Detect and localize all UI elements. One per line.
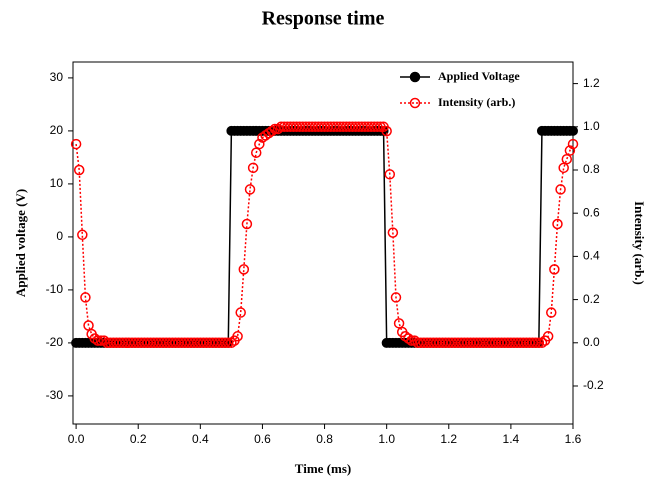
x-tick-label: 0.0 <box>68 432 85 446</box>
data-point <box>536 337 548 349</box>
data-point <box>558 162 569 174</box>
data-point <box>384 169 396 180</box>
x-tick-label: 1.2 <box>440 432 457 446</box>
data-point <box>244 184 256 195</box>
data-point <box>219 337 231 349</box>
data-point <box>561 153 573 165</box>
data-point <box>403 333 414 344</box>
data-point <box>254 138 265 150</box>
y-tick-label: -10 <box>46 282 64 296</box>
legend-label: Intensity (arb.) <box>438 95 515 109</box>
chart-title: Response time <box>262 8 385 30</box>
x-tick-label: 1.0 <box>378 432 395 446</box>
data-point <box>247 162 259 174</box>
data-point <box>567 138 579 150</box>
data-point <box>406 335 417 346</box>
y2-tick-label: 1.2 <box>583 76 600 90</box>
data-point <box>80 292 91 303</box>
series-line <box>76 130 573 344</box>
y-axis-label: Applied voltage (V) <box>13 189 28 297</box>
legend-label: Applied Voltage <box>438 69 520 83</box>
data-point <box>266 125 278 137</box>
y-tick-label: 20 <box>50 123 64 137</box>
data-point <box>73 164 85 176</box>
y2-tick-label: 0.8 <box>583 162 600 176</box>
data-point <box>269 123 281 135</box>
y2-tick-label: 1.0 <box>583 119 600 133</box>
data-point <box>238 264 250 275</box>
data-point <box>272 123 284 135</box>
data-point <box>564 145 576 156</box>
y2-tick-label: 0.6 <box>583 205 600 219</box>
y2-tick-label: 0.2 <box>583 292 600 306</box>
y-tick-label: -30 <box>46 388 64 402</box>
y-tick-label: 10 <box>50 176 64 190</box>
y2-tick-label: 0.0 <box>583 335 600 349</box>
y2-tick-label: 0.4 <box>583 249 600 263</box>
y-tick-label: -20 <box>46 335 64 349</box>
plot-frame <box>72 61 574 425</box>
data-point <box>232 331 243 342</box>
x-tick-label: 1.6 <box>565 432 582 446</box>
data-point <box>95 335 107 346</box>
y2-axis-label: Intensity (arb.) <box>632 201 647 285</box>
series-line <box>75 126 574 344</box>
data-point <box>77 229 88 241</box>
data-point <box>235 307 246 318</box>
data-point <box>549 264 560 275</box>
y-tick-label: 0 <box>56 229 63 243</box>
data-point <box>372 121 383 133</box>
x-axis-label: Time (ms) <box>295 461 351 476</box>
x-tick-label: 0.8 <box>316 432 333 446</box>
data-point <box>226 337 237 349</box>
data-point <box>98 335 110 346</box>
data-point <box>387 227 399 238</box>
data-point <box>555 184 566 195</box>
y2-tick-label: -0.2 <box>583 378 604 392</box>
data-point <box>546 307 557 318</box>
data-point <box>568 125 578 136</box>
legend-marker <box>409 71 421 83</box>
data-point <box>542 331 554 342</box>
legend-marker <box>409 97 421 109</box>
data-point <box>92 335 104 346</box>
data-point <box>409 335 420 346</box>
data-point <box>530 337 541 349</box>
x-tick-label: 0.6 <box>254 432 271 446</box>
x-tick-label: 0.4 <box>192 432 209 446</box>
data-point <box>223 337 234 349</box>
x-tick-label: 1.4 <box>503 432 520 446</box>
data-point <box>89 333 100 344</box>
data-point <box>390 292 402 303</box>
data-point <box>381 125 392 137</box>
data-point <box>241 218 253 230</box>
data-point <box>552 218 563 230</box>
x-tick-label: 0.2 <box>130 432 147 446</box>
data-point <box>393 318 405 329</box>
data-point <box>533 337 545 349</box>
data-point <box>70 138 82 150</box>
y-tick-label: 30 <box>50 70 64 84</box>
